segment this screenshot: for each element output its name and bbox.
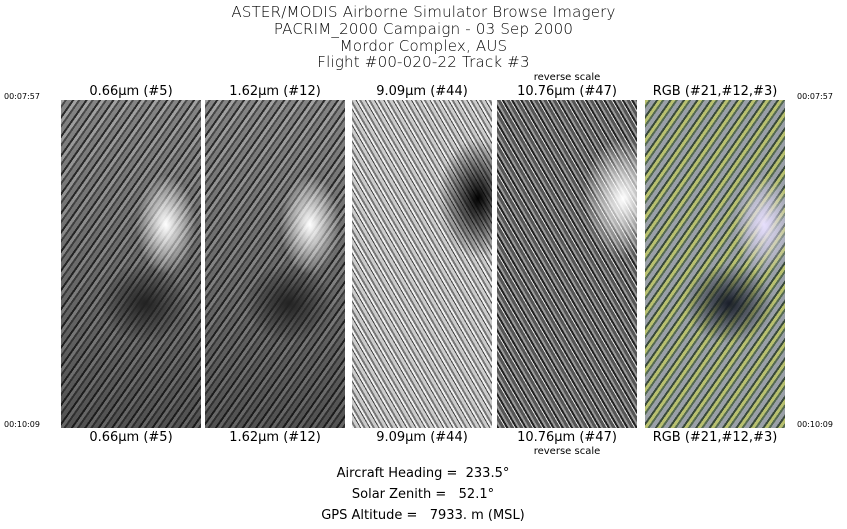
start-time-left: 00:07:57	[4, 92, 40, 101]
panel-3-label-bottom: 9.09µm (#44)	[376, 430, 468, 445]
image-band-44	[352, 100, 492, 428]
panel-2-label-bottom: 1.62µm (#12)	[229, 430, 321, 445]
image-rgb-composite	[645, 100, 785, 428]
image-band-47	[497, 100, 637, 428]
panel-3-label-top: 9.09µm (#44)	[376, 84, 468, 99]
title-line-1: ASTER/MODIS Airborne Simulator Browse Im…	[231, 3, 616, 21]
panel-4-label-bottom: 10.76µm (#47)	[517, 430, 617, 445]
panel-2-label-top: 1.62µm (#12)	[229, 84, 321, 99]
panel-5-label-bottom: RGB (#21,#12,#3)	[652, 430, 778, 445]
image-band-12	[205, 100, 345, 428]
panel-1-label-top: 0.66µm (#5)	[89, 84, 173, 99]
panel-1-label-bottom: 0.66µm (#5)	[89, 430, 173, 445]
solar-zenith: Solar Zenith = 52.1°	[351, 487, 495, 502]
title-line-3: Mordor Complex, AUS	[339, 37, 508, 55]
reverse-scale-note-top: reverse scale	[533, 72, 601, 83]
reverse-scale-note-bottom: reverse scale	[533, 446, 601, 457]
end-time-left: 00:10:09	[4, 420, 40, 429]
title-line-2: PACRIM_2000 Campaign - 03 Sep 2000	[273, 20, 574, 38]
panel-5-label-top: RGB (#21,#12,#3)	[652, 84, 778, 99]
title-line-4: Flight #00-020-22 Track #3	[317, 53, 530, 71]
start-time-right: 00:07:57	[797, 92, 833, 101]
gps-altitude: GPS Altitude = 7933. m (MSL)	[321, 508, 525, 523]
aircraft-heading: Aircraft Heading = 233.5°	[336, 466, 510, 481]
panel-4-label-top: 10.76µm (#47)	[517, 84, 617, 99]
end-time-right: 00:10:09	[797, 420, 833, 429]
image-band-5	[61, 100, 201, 428]
